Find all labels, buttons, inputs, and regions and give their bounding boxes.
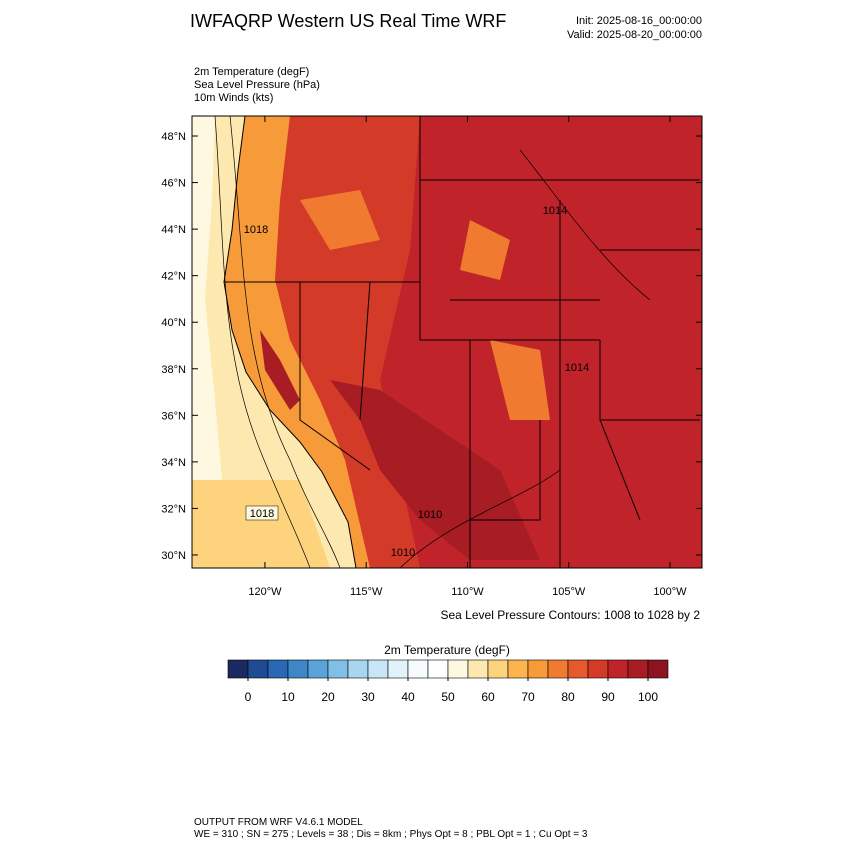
valid-time: Valid: 2025-08-20_00:00:00	[567, 29, 702, 41]
contour-label: 1010	[391, 547, 415, 559]
colorbar-box	[587, 659, 609, 679]
colorbar-box	[607, 659, 629, 679]
colorbar-label: 20	[321, 690, 335, 704]
colorbar-box	[527, 659, 549, 679]
lat-label: 30°N	[161, 550, 186, 562]
contour-label: 1014	[565, 362, 589, 374]
warm-water	[192, 480, 330, 568]
lon-label: 115°W	[350, 586, 383, 598]
map-frame	[191, 115, 703, 569]
colorbar-box	[287, 659, 309, 679]
contour-note: Sea Level Pressure Contours: 1008 to 102…	[441, 608, 701, 622]
map-field	[192, 116, 702, 568]
colorbar-label: 100	[638, 690, 658, 704]
pressure-contours	[214, 116, 651, 568]
lat-label: 46°N	[161, 178, 186, 190]
colorbar-box	[447, 659, 469, 679]
colorbar-box	[507, 659, 529, 679]
lat-label: 38°N	[161, 364, 186, 376]
footer-line: OUTPUT FROM WRF V4.6.1 MODEL	[194, 817, 363, 828]
footer-line: WE = 310 ; SN = 275 ; Levels = 38 ; Dis …	[194, 829, 588, 840]
colorbar-box	[427, 659, 449, 679]
desert-heat	[330, 380, 540, 560]
lon-label: 110°W	[451, 586, 484, 598]
field-label: 10m Winds (kts)	[194, 92, 273, 104]
colorbar-label: 40	[401, 690, 415, 704]
colorbar-label: 30	[361, 690, 375, 704]
colorbar-label: 70	[521, 690, 535, 704]
colorbar-label: 10	[281, 690, 295, 704]
valley-heat	[260, 330, 300, 410]
colorbar-box	[367, 659, 389, 679]
mountain-cool	[300, 190, 550, 420]
colorbar-box	[227, 659, 249, 679]
colorbar-label: 60	[481, 690, 495, 704]
lat-label: 36°N	[161, 410, 186, 422]
contour-labels: 1018 1010 1018 1014 1014 1010	[244, 205, 589, 559]
colorbar-box	[647, 659, 669, 679]
colorbar-box	[567, 659, 589, 679]
colorbar-label: 90	[601, 690, 615, 704]
lon-label: 120°W	[248, 586, 282, 598]
colorbar-box	[307, 659, 329, 679]
colorbar-title: 2m Temperature (degF)	[384, 643, 510, 657]
lon-label: 100°W	[653, 586, 687, 598]
lon-label: 105°W	[552, 586, 586, 598]
field-label: Sea Level Pressure (hPa)	[194, 79, 320, 91]
field-label: 2m Temperature (degF)	[194, 66, 309, 78]
lat-label: 42°N	[161, 271, 186, 283]
lat-label: 32°N	[161, 503, 186, 515]
borders	[223, 116, 700, 568]
contour-label: 1018	[250, 508, 274, 520]
colorbar-box	[547, 659, 569, 679]
colorbar-label: 50	[441, 690, 455, 704]
colorbar-box	[327, 659, 349, 679]
colorbar-box	[247, 659, 269, 679]
contour-label: 1010	[418, 509, 442, 521]
title: IWFAQRP Western US Real Time WRF	[190, 11, 506, 31]
contour-label: 1014	[543, 205, 567, 217]
contour-label: 1018	[244, 224, 268, 236]
colorbar-box	[487, 659, 509, 679]
colorbar-box	[407, 659, 429, 679]
init-time: Init: 2025-08-16_00:00:00	[576, 15, 702, 27]
colorbar-box	[467, 659, 489, 679]
lat-label: 48°N	[161, 131, 186, 143]
label-box	[245, 505, 279, 521]
cool-water	[192, 116, 222, 480]
colorbar-box	[387, 659, 409, 679]
colorbar-label: 0	[245, 690, 252, 704]
lat-label: 34°N	[161, 457, 186, 469]
lat-label: 44°N	[161, 224, 186, 236]
colorbar-box	[347, 659, 369, 679]
colorbar-box	[267, 659, 289, 679]
colorbar-box	[627, 659, 649, 679]
lat-label: 40°N	[161, 317, 186, 329]
colorbar-label: 80	[561, 690, 575, 704]
